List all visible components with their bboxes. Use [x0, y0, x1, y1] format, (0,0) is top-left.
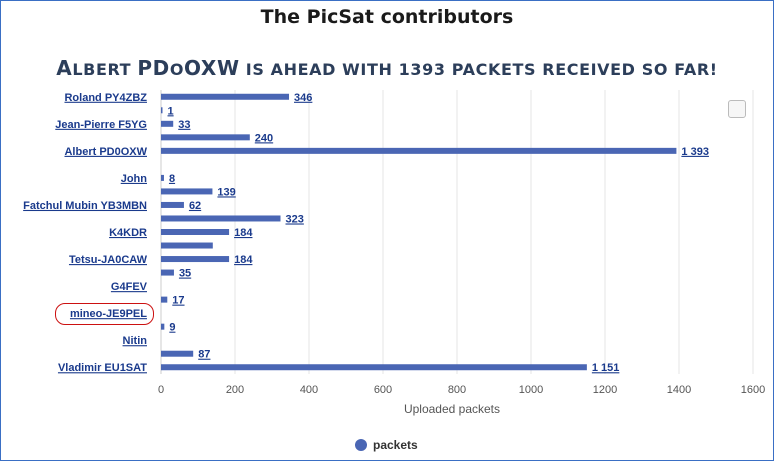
bar — [161, 323, 165, 330]
data-label: 240 — [255, 132, 273, 144]
data-label: 1 — [168, 105, 174, 117]
x-tick-label: 600 — [374, 384, 392, 396]
data-label: 139 — [217, 186, 235, 198]
bar — [161, 229, 230, 235]
legend-marker — [355, 439, 367, 451]
highlight-oval — [55, 303, 154, 325]
data-label: 1 393 — [681, 146, 709, 158]
x-tick-label: 1200 — [593, 384, 617, 396]
data-label: 17 — [172, 295, 184, 307]
chart-title: The PicSat contributors — [260, 6, 514, 28]
x-axis-title: Uploaded packets — [404, 402, 500, 416]
category-label: Roland PY4ZBZ — [64, 92, 147, 104]
subtitle-part: OXW — [184, 56, 240, 80]
bar — [161, 188, 213, 195]
x-tick-label: 1600 — [741, 384, 765, 396]
subtitle-part: o — [169, 60, 185, 79]
category-label: Albert PD0OXW — [64, 146, 147, 158]
bar — [161, 256, 230, 263]
bar — [161, 350, 194, 357]
bar — [161, 134, 250, 141]
data-label: 8 — [169, 173, 175, 185]
data-label: 33 — [178, 119, 190, 131]
bar — [161, 147, 677, 154]
subtitle-part: lbert — [72, 60, 138, 79]
x-tick-label: 0 — [158, 384, 164, 396]
x-tick-label: 1000 — [519, 384, 543, 396]
data-label: 1 151 — [592, 362, 620, 374]
data-label: 9 — [169, 322, 175, 334]
category-label: Vladimir EU1SAT — [58, 362, 147, 374]
data-label: 184 — [234, 227, 253, 239]
subtitle-part: is ahead with 1393 packets received so f… — [239, 60, 718, 79]
bar — [161, 120, 174, 127]
category-label: Jean-Pierre F5YG — [55, 119, 147, 131]
bar — [161, 107, 163, 114]
category-label: John — [121, 173, 148, 185]
chart-subtitle: Albert PDoOXW is ahead with 1393 packets… — [0, 56, 774, 80]
bar — [161, 201, 184, 208]
x-tick-label: 200 — [226, 384, 244, 396]
data-label: 346 — [294, 92, 312, 104]
bar — [161, 269, 174, 276]
category-label: Fatchul Mubin YB3MBN — [23, 200, 147, 212]
x-tick-label: 800 — [448, 384, 466, 396]
category-label: G4FEV — [111, 281, 148, 293]
category-label: K4KDR — [109, 227, 147, 239]
category-label: Tetsu-JA0CAW — [69, 254, 148, 266]
data-label: 184 — [234, 254, 253, 266]
chart-menu-button[interactable] — [728, 100, 746, 118]
bar — [161, 174, 164, 181]
legend-item-packets[interactable]: packets — [355, 438, 418, 452]
bar — [161, 242, 213, 249]
data-label: 323 — [286, 213, 304, 225]
x-tick-label: 400 — [300, 384, 318, 396]
category-label: Nitin — [123, 335, 148, 347]
data-label: 35 — [179, 268, 191, 280]
bar — [161, 93, 290, 100]
bar — [161, 296, 168, 303]
subtitle-part: A — [56, 56, 73, 80]
bar — [161, 215, 281, 222]
data-label: 87 — [198, 349, 210, 361]
subtitle-part: PD — [137, 56, 170, 80]
category-label: mineo-JE9PEL — [70, 308, 147, 320]
bar — [161, 364, 587, 371]
data-label: 62 — [189, 200, 201, 212]
legend-label: packets — [373, 438, 418, 452]
x-tick-label: 1400 — [667, 384, 691, 396]
